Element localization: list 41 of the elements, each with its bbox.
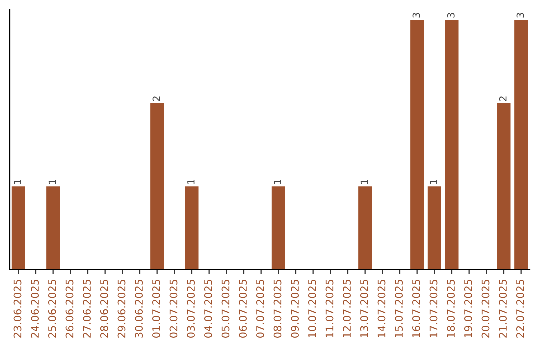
- data-label: 1: [274, 180, 282, 184]
- x-tick-label: 11.07.2025: [326, 280, 334, 338]
- x-tick-label: 19.07.2025: [464, 280, 472, 338]
- x-tick-label: 27.06.2025: [83, 280, 92, 338]
- x-tick-label: 16.07.2025: [412, 280, 420, 338]
- x-tick-label: 06.07.2025: [239, 280, 248, 338]
- data-label: 2: [152, 96, 160, 102]
- x-tick-label: 08.07.2025: [274, 280, 282, 338]
- x-tick-label: 23.06.2025: [14, 280, 22, 338]
- data-label: 2: [499, 96, 507, 102]
- x-tick-label: 13.07.2025: [360, 280, 368, 338]
- data-label: 1: [188, 180, 195, 184]
- data-label: 1: [430, 180, 438, 184]
- x-tick-label: 26.06.2025: [66, 280, 74, 338]
- x-tick-label: 12.07.2025: [343, 280, 352, 338]
- x-tick-label: 01.07.2025: [152, 280, 160, 338]
- x-tick-label: 29.06.2025: [118, 280, 126, 338]
- x-tick-label: 28.06.2025: [100, 280, 108, 338]
- x-tick-label: 09.07.2025: [291, 280, 300, 338]
- x-tick-label: 10.07.2025: [308, 280, 316, 338]
- x-tick-label: 07.07.2025: [256, 280, 264, 338]
- x-tick-label: 14.07.2025: [378, 280, 386, 338]
- x-tick-label: 02.07.2025: [170, 280, 178, 338]
- data-label: 1: [48, 180, 56, 184]
- data-label: 3: [412, 13, 420, 18]
- data-label: 1: [360, 180, 368, 184]
- x-tick-label: 22.07.2025: [516, 280, 524, 338]
- data-label: 3: [447, 13, 455, 18]
- data-label: 1: [14, 180, 22, 184]
- x-tick-label: 25.06.2025: [48, 280, 56, 338]
- x-tick-label: 20.07.2025: [482, 280, 490, 338]
- x-tick-label: 15.07.2025: [395, 280, 404, 338]
- x-tick-label: 17.07.2025: [430, 280, 438, 338]
- data-label: 3: [516, 13, 524, 18]
- x-tick-label: 21.07.2025: [499, 280, 508, 338]
- x-tick-label: 18.07.2025: [447, 280, 456, 338]
- x-tick-label: 05.07.2025: [222, 280, 230, 338]
- x-tick-label: 04.07.2025: [204, 280, 212, 338]
- x-tick-label: 24.06.2025: [31, 280, 40, 338]
- x-tick-label: 03.07.2025: [187, 280, 196, 338]
- x-tick-label: 30.06.2025: [135, 280, 144, 338]
